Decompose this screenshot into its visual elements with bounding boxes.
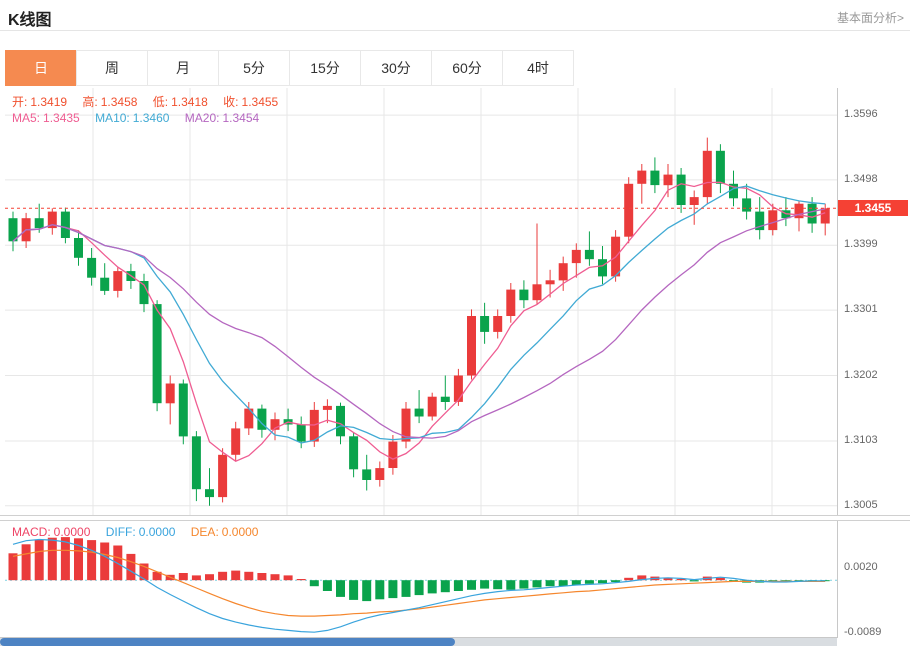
macd-axis-label: 0.0020 [844,561,878,574]
tab-weekly[interactable]: 周 [76,50,148,86]
macd-chart[interactable] [5,521,837,637]
page-title: K线图 [8,12,52,29]
fundamental-analysis-link[interactable]: 基本面分析> [836,11,904,25]
scrollbar-thumb[interactable] [0,638,455,646]
horizontal-scrollbar[interactable] [0,638,837,646]
price-axis: 1.3596 1.3498 1.3399 1.3301 1.3202 1.3103 1.30… [837,88,910,639]
candlestick-chart[interactable] [5,88,837,515]
price-axis-label: 1.3596 [844,108,878,121]
header: K线图 基本面分析> [0,0,910,31]
price-axis-label: 1.3005 [844,498,878,511]
ohlc-readout: 开: 1.3419 高: 1.3458 低: 1.3418 收: 1.3455 [12,93,290,110]
tab-30min[interactable]: 30分 [360,50,432,86]
macd-readout: MACD: 0.0000 DIFF: 0.0000 DEA: 0.0000 [12,525,270,539]
tab-5min[interactable]: 5分 [218,50,290,86]
price-axis-label: 1.3498 [844,172,878,185]
tab-15min[interactable]: 15分 [289,50,361,86]
dea-value-readout: DEA: 0.0000 [190,525,259,539]
low-readout: 低: 1.3418 [152,95,208,109]
price-axis-label: 1.3301 [844,303,878,316]
tab-daily[interactable]: 日 [5,50,77,86]
diff-value-readout: DIFF: 0.0000 [105,525,176,539]
interval-tabs: 日 周 月 5分 15分 30分 60分 4时 [5,50,574,86]
panel-divider [0,515,910,521]
tab-monthly[interactable]: 月 [147,50,219,86]
price-axis-label: 1.3103 [844,433,878,446]
price-axis-label: 1.3399 [844,238,878,251]
tab-4hour[interactable]: 4时 [502,50,574,86]
tab-60min[interactable]: 60分 [431,50,503,86]
price-axis-label: 1.3202 [844,368,878,381]
current-price-tag: 1.3455 [838,200,908,217]
ma5-readout: MA5: 1.3435 [12,111,80,125]
ma10-readout: MA10: 1.3460 [95,111,170,125]
macd-axis-label: -0.0089 [844,626,882,639]
high-readout: 高: 1.3458 [82,95,138,109]
chart-bottom-border [0,637,838,638]
ma-readout: MA5: 1.3435 MA10: 1.3460 MA20: 1.3454 [12,111,271,125]
close-readout: 收: 1.3455 [223,95,279,109]
open-readout: 开: 1.3419 [12,95,68,109]
ma20-readout: MA20: 1.3454 [184,111,260,125]
macd-value-readout: MACD: 0.0000 [12,525,91,539]
